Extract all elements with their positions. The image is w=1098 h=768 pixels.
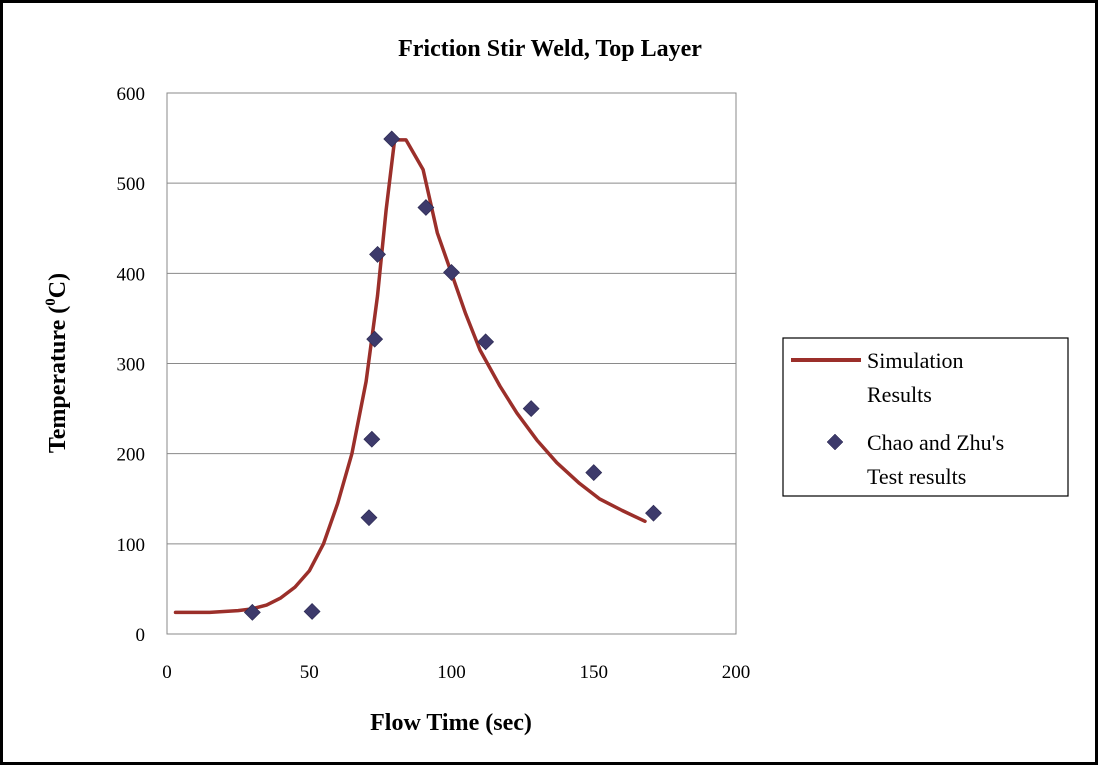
y-tick-label: 0	[136, 625, 146, 646]
x-axis-title: Flow Time (sec)	[370, 710, 532, 736]
chart-svg: 0 100 200 300 400 500 600 0 50 100 150 200 Frictio…	[43, 36, 1069, 736]
test-result-point	[366, 330, 384, 348]
legend-diamond-swatch	[826, 433, 844, 451]
y-tick-label: 600	[117, 84, 146, 105]
x-tick-label: 0	[162, 662, 172, 683]
legend-label-test-2: Test results	[867, 464, 966, 489]
y-tick-label: 400	[117, 264, 146, 285]
y-axis-title-superscript: 0	[43, 298, 59, 306]
x-tick-label: 150	[580, 662, 609, 683]
legend-label-simulation-2: Results	[867, 382, 932, 407]
x-tick-label: 100	[437, 662, 466, 683]
y-tick-label: 200	[117, 445, 146, 466]
test-result-point	[522, 400, 540, 418]
legend-label-simulation-1: Simulation	[867, 348, 964, 373]
y-axis-title-unit: C)	[45, 273, 71, 298]
test-result-point	[477, 333, 495, 351]
y-tick-label: 100	[117, 535, 146, 556]
test-result-point	[369, 245, 386, 263]
y-axis-ticks: 0 100 200 300 400 500 600	[117, 84, 146, 646]
y-axis-title-main: Temperature (	[45, 306, 71, 453]
test-result-point	[383, 130, 401, 148]
test-result-point	[360, 509, 378, 527]
chart-title: Friction Stir Weld, Top Layer	[398, 36, 702, 62]
series-layer	[173, 130, 662, 621]
y-axis-title: Temperature (0C)	[43, 273, 71, 453]
test-result-point	[645, 504, 662, 522]
y-tick-label: 500	[117, 174, 146, 195]
x-tick-label: 50	[300, 662, 319, 683]
y-tick-label: 300	[117, 355, 146, 376]
x-axis-ticks: 0 50 100 150 200	[162, 662, 750, 683]
legend-label-test-1: Chao and Zhu's	[867, 430, 1004, 455]
test-result-point	[585, 464, 603, 482]
test-result-point	[417, 199, 435, 216]
simulation-results-line	[173, 138, 647, 615]
test-result-point	[243, 603, 261, 621]
legend-box	[782, 337, 1069, 497]
x-tick-label: 200	[722, 662, 751, 683]
plot-area	[166, 92, 737, 635]
test-result-point	[443, 264, 460, 281]
test-result-point	[363, 430, 381, 448]
gridlines	[167, 182, 736, 545]
legend: Simulation Results Chao and Zhu's Test r…	[782, 337, 1069, 497]
test-result-point	[303, 603, 321, 620]
